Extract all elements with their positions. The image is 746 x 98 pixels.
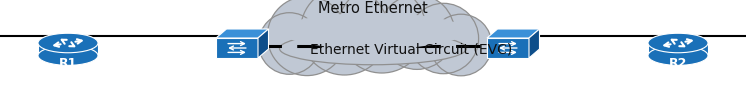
Polygon shape: [487, 29, 539, 38]
Circle shape: [408, 3, 479, 74]
Ellipse shape: [38, 46, 98, 65]
Circle shape: [338, 0, 426, 73]
Ellipse shape: [648, 33, 708, 53]
Polygon shape: [529, 29, 539, 58]
Polygon shape: [487, 38, 529, 58]
Polygon shape: [258, 29, 269, 58]
Text: Ethernet Virtual Circuit (EVC): Ethernet Virtual Circuit (EVC): [310, 42, 513, 56]
Circle shape: [301, 0, 389, 75]
Ellipse shape: [648, 46, 708, 65]
Circle shape: [267, 0, 347, 76]
Polygon shape: [216, 38, 258, 58]
Text: R1: R1: [59, 57, 77, 70]
Ellipse shape: [280, 13, 466, 49]
Text: R2: R2: [669, 57, 687, 70]
Ellipse shape: [38, 33, 98, 53]
FancyBboxPatch shape: [648, 43, 708, 56]
Circle shape: [430, 14, 492, 76]
Ellipse shape: [280, 32, 466, 65]
Circle shape: [259, 13, 320, 74]
FancyBboxPatch shape: [38, 43, 98, 56]
Ellipse shape: [280, 32, 466, 65]
Polygon shape: [216, 29, 269, 38]
Circle shape: [380, 0, 454, 69]
Text: Metro Ethernet: Metro Ethernet: [318, 1, 428, 16]
